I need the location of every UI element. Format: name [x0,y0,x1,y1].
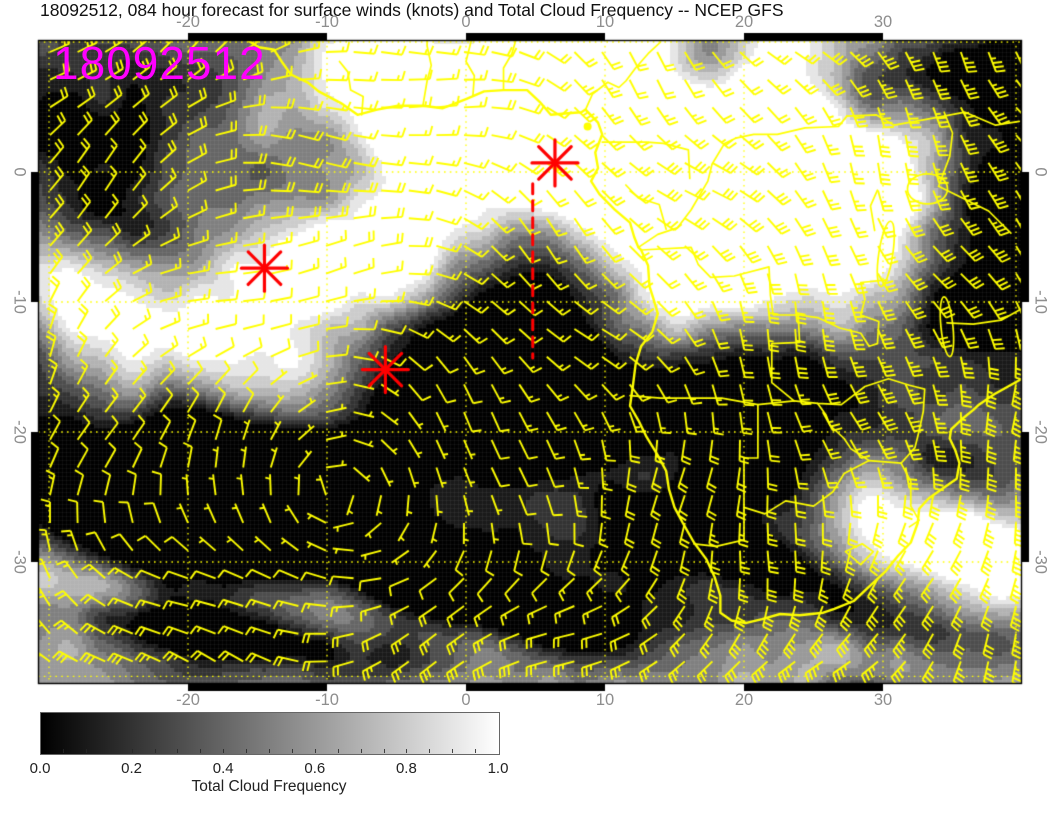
lon-tick-label-top: 30 [873,13,893,31]
lat-tick-label-right: -10 [1031,290,1050,314]
colorbar-tick-label: 0.4 [212,760,234,777]
lon-tick-label-bottom: -20 [176,691,200,709]
lat-tick-label-left: -20 [10,420,29,444]
lat-tick-label-right: 0 [1031,167,1050,177]
colorbar-tick [429,749,431,753]
run-timestamp-label: 18092512 [53,37,266,89]
lat-tick-label-left: -30 [10,550,29,574]
lat-tick-label-left: -10 [10,290,29,314]
lon-tick-label-bottom: 10 [595,691,615,709]
colorbar-tick-label: 0.6 [304,760,326,777]
lon-tick-label-bottom: -10 [315,691,339,709]
colorbar-tick [177,749,179,753]
colorbar-tick [475,749,477,753]
colorbar-tick [85,749,87,753]
colorbar-tick [360,749,362,753]
lon-tick-label-top: 10 [595,13,615,31]
lon-tick-label-bottom: 0 [461,691,471,709]
colorbar-tick [314,749,316,753]
colorbar-tick [154,749,156,753]
colorbar-tick-label: 1.0 [487,760,509,777]
colorbar-tick-label: 0.8 [395,760,417,777]
colorbar-tick [406,749,408,753]
colorbar-tick [452,749,454,753]
colorbar-tick [269,749,270,753]
colorbar-title: Total Cloud Frequency [191,778,347,795]
lon-tick-label-top: 20 [734,13,754,31]
colorbar-tick [291,749,293,753]
colorbar-tick-label: 0.0 [29,760,51,777]
lat-tick-label-right: -20 [1031,420,1050,444]
colorbar: 0.0 0.2 0.4 0.6 0.8 1.0 Total Cloud Frequency [30,712,560,802]
lon-tick-label-top: -20 [176,13,200,31]
lon-tick-label-top: -10 [315,13,339,31]
colorbar-tick [223,749,225,753]
colorbar-tick [246,749,248,753]
lat-tick-label-right: -30 [1031,550,1050,574]
colorbar-gradient [40,712,500,755]
colorbar-tick [62,749,64,753]
colorbar-tick-label: 0.2 [121,760,143,777]
lon-tick-label-bottom: 30 [873,691,893,709]
colorbar-tick [337,749,339,753]
colorbar-tick [108,749,110,753]
colorbar-tick [131,749,133,753]
lon-tick-label-bottom: 20 [734,691,754,709]
plot-title: 18092512, 084 hour forecast for surface … [40,0,784,20]
lat-tick-label-left: 0 [10,167,29,177]
colorbar-tick [383,749,385,753]
colorbar-tick [200,749,202,753]
lon-tick-label-top: 0 [461,13,471,31]
